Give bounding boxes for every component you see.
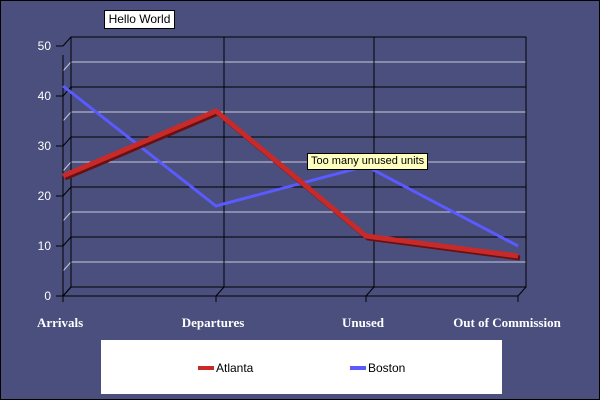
gridline-minor-diagonal — [62, 261, 72, 272]
gridline-minor-diagonal — [62, 61, 72, 72]
y-tick-label: 0 — [44, 289, 51, 303]
series-line-atlanta — [62, 108, 519, 259]
legend-label-atlanta: Atlanta — [216, 361, 254, 375]
legend-item-boston: Boston — [350, 360, 405, 376]
y-tick-label: 20 — [38, 189, 52, 203]
floor-diagonal — [62, 286, 72, 297]
gridline-diagonal — [62, 86, 72, 97]
gridline-diagonal — [62, 236, 72, 247]
annotation-label: Too many unused units — [307, 153, 429, 170]
gridline-diagonal — [62, 186, 72, 197]
floor-diagonal — [365, 286, 375, 297]
y-tick-label: 10 — [38, 239, 52, 253]
floor-diagonal — [517, 286, 527, 297]
floor-diagonal — [215, 286, 225, 297]
gridline-diagonal — [62, 136, 72, 147]
x-tick-label: Unused — [342, 315, 385, 330]
gridline-diagonal — [62, 36, 72, 47]
x-tick-label: Departures — [182, 315, 245, 330]
legend: Atlanta Boston — [101, 340, 502, 394]
x-tick-label: Arrivals — [37, 315, 83, 330]
y-tick-label: 30 — [38, 139, 52, 153]
gridline-minor-diagonal — [62, 211, 72, 222]
legend-item-atlanta: Atlanta — [198, 360, 253, 376]
y-tick-label: 40 — [38, 89, 52, 103]
chart-title: Hello World — [104, 10, 175, 29]
gridline-minor-diagonal — [62, 161, 72, 172]
y-tick-label: 50 — [38, 39, 52, 53]
legend-label-boston: Boston — [368, 361, 406, 375]
gridline-minor-diagonal — [62, 111, 72, 122]
x-tick-label: Out of Commission — [453, 315, 561, 330]
legend-swatch-boston — [350, 366, 366, 370]
legend-swatch-atlanta — [198, 366, 214, 370]
